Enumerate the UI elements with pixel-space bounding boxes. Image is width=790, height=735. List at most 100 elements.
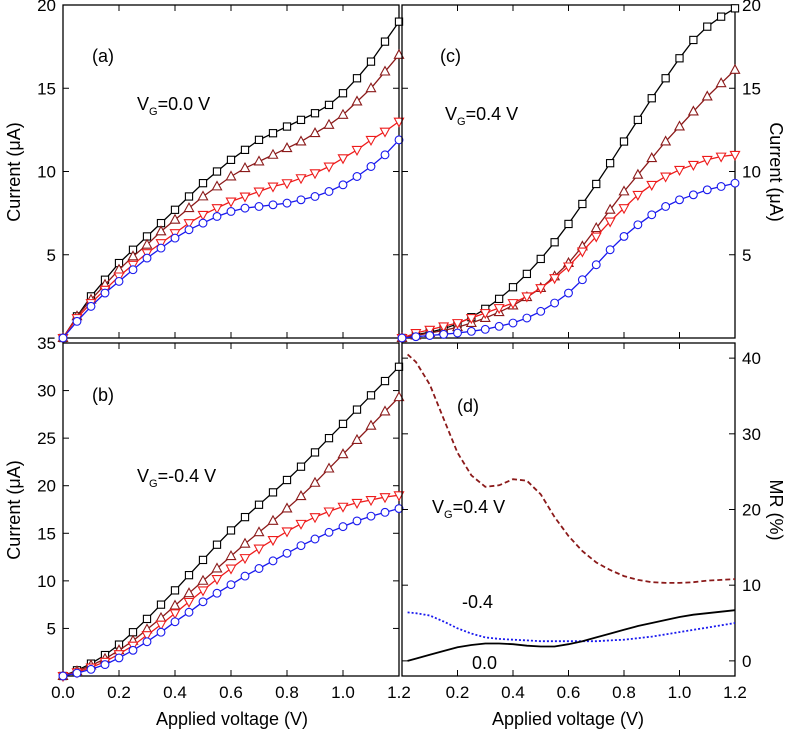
data-point-c-triangle-down (687, 160, 699, 171)
data-point-c-triangle-down (646, 180, 658, 191)
data-point-b-circle (142, 637, 152, 647)
series-line-d-1 (407, 611, 736, 643)
data-point-c-circle (494, 321, 504, 331)
data-point-b-circle (184, 607, 194, 617)
data-point-b-circle (198, 597, 208, 607)
data-point-a-triangle-down (239, 192, 251, 203)
panel-b-ticks: 0.0 0.2 0.4 0.6 0.8 1.0 1.2 5 10 15 20 25 30 35 (37, 334, 411, 702)
panel-c: 5 10 15 20 (c) VG=0.4 V (396, 0, 761, 345)
data-point-c-triangle-down (424, 325, 436, 336)
panel-c-label: (c) (440, 46, 461, 66)
data-point-a-circle (114, 276, 124, 286)
y-axis-label-top-right: Current (μA) (766, 122, 786, 221)
y-tick-label: 25 (37, 429, 56, 448)
data-point-b-triangle-down (141, 631, 153, 642)
data-point-c-triangle-down (729, 150, 741, 161)
series-line-b-0 (62, 366, 400, 677)
x-axis-label-left: Applied voltage (V) (156, 709, 308, 729)
panel-b-vg-annotation: VG=-0.4 V (137, 466, 216, 490)
data-point-a-square (380, 37, 390, 46)
data-point-b-triangle-down (323, 507, 335, 518)
y-tick-label: 30 (742, 425, 761, 444)
data-point-c-triangle-down (576, 247, 588, 258)
x-tick-label: 0.2 (107, 683, 131, 702)
data-point-a-square (212, 167, 222, 176)
data-point-a-square (254, 135, 264, 145)
data-point-c-triangle-up (632, 168, 644, 179)
y-axis-label-bottom-left: Current (μA) (4, 460, 24, 559)
data-point-b-circle (366, 511, 376, 521)
x-tick-label: 0.6 (557, 683, 581, 702)
data-point-a-triangle-up (351, 95, 363, 106)
data-point-c-circle (564, 288, 573, 298)
data-point-c-square (703, 22, 712, 31)
data-point-a-triangle-up (155, 225, 167, 236)
data-point-b-circle (86, 664, 96, 674)
data-point-c-triangle-down (562, 262, 575, 273)
data-point-b-triangle-down (155, 620, 167, 631)
data-point-a-triangle-up (393, 48, 405, 59)
x-tick-label: 0.4 (501, 683, 525, 702)
data-point-a-circle (156, 243, 166, 253)
y-tick-label: 15 (37, 524, 56, 543)
y-tick-label: 40 (742, 349, 761, 368)
data-point-a-circle (380, 150, 390, 160)
y-tick-label: 10 (37, 572, 56, 591)
data-point-b-square (142, 614, 152, 624)
data-point-a-square (282, 122, 292, 131)
data-point-a-circle (142, 253, 152, 263)
y-axis-label-top-left: Current (μA) (4, 122, 24, 221)
data-point-a-triangle-down (365, 135, 377, 147)
data-point-c-circle (480, 324, 490, 334)
data-point-a-triangle-down (309, 169, 321, 180)
data-point-a-circle (100, 288, 110, 298)
data-point-b-triangle-down (281, 527, 293, 538)
panel-d-curve-label-zero: 0.0 (472, 653, 497, 673)
data-point-a-triangle-up (141, 238, 153, 249)
data-point-c-circle (425, 331, 435, 340)
data-point-b-circle (380, 507, 390, 517)
data-point-c-triangle-down (521, 292, 533, 303)
data-point-b-circle (128, 645, 138, 655)
data-point-b-circle (170, 617, 180, 627)
data-point-a-circle (324, 187, 334, 196)
data-point-b-triangle-down (239, 554, 251, 565)
x-tick-label: 1.2 (387, 683, 411, 702)
x-tick-label: 0.8 (275, 683, 299, 702)
panel-d: 0.2 0.4 0.6 0.8 1.0 1.2 0 10 20 30 40 (d) VG=0.4 V… (401, 342, 761, 702)
data-point-b-triangle-up (337, 448, 349, 459)
data-point-a-triangle-up (253, 155, 265, 166)
data-point-a-triangle-down (337, 154, 349, 165)
y-tick-label: 5 (47, 246, 56, 265)
y-tick-label: 20 (37, 477, 56, 496)
data-point-c-square (522, 269, 532, 279)
data-point-b-square (268, 488, 278, 497)
data-point-a-circle (170, 233, 180, 243)
data-point-c-triangle-up (687, 105, 699, 116)
y-tick-label: 10 (742, 576, 761, 595)
panel-a-label: (a) (92, 46, 114, 66)
data-point-a-triangle-up (183, 201, 195, 213)
data-point-b-triangle-up (323, 462, 335, 473)
data-point-a-square (296, 115, 306, 125)
panel-c-vg-annotation: VG=0.4 V (445, 104, 518, 128)
data-point-a-circle (184, 225, 194, 235)
data-point-a-circle (310, 192, 320, 201)
data-point-c-circle (591, 260, 601, 270)
data-point-a-triangle-up (169, 213, 181, 224)
data-point-b-triangle-down (211, 575, 223, 586)
data-point-c-triangle-up (660, 135, 672, 146)
data-point-b-triangle-up (351, 433, 363, 444)
data-point-b-square (226, 526, 236, 535)
panel-c-ticks: 5 10 15 20 (401, 0, 761, 338)
data-point-a-square (352, 74, 362, 83)
data-point-b-triangle-up (365, 419, 377, 430)
data-point-b-triangle-up (197, 574, 209, 585)
data-point-c-circle (633, 220, 643, 230)
data-point-c-circle (439, 329, 449, 339)
data-point-b-square (212, 540, 222, 549)
data-point-c-circle (647, 210, 657, 220)
data-point-a-circle (296, 195, 306, 205)
data-point-b-circle (58, 671, 68, 681)
data-point-b-circle (156, 627, 166, 637)
